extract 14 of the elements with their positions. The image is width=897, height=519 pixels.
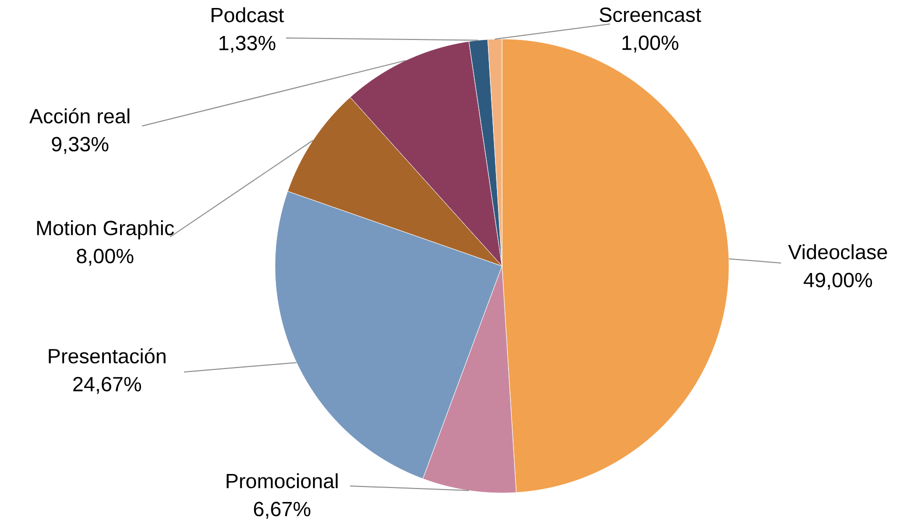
slice-label: Videoclase [788,244,888,260]
data-label: 1,00% [622,36,678,52]
data-label: 49,00% [804,272,872,290]
slice-label: Podcast [212,7,284,22]
slice-label: Acción real [29,108,130,124]
slice-label: Promocional [226,473,338,488]
slice-label: Screencast [600,8,702,22]
data-label: 1,33% [220,36,276,53]
slice-label: Motion Graphic [37,220,174,240]
data-label: 9,33% [52,136,108,154]
data-label: 8,00% [76,248,134,266]
slice-label: Presentación [48,348,166,364]
data-label: 6,67% [254,502,310,519]
data-label: 24,67% [73,376,142,394]
